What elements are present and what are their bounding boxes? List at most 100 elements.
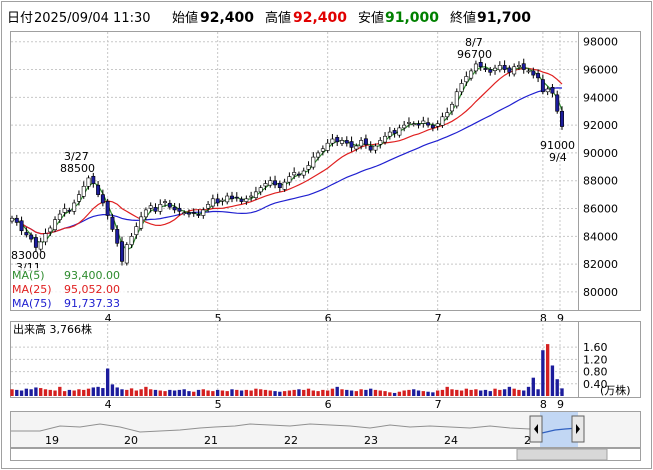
volume-bar — [383, 391, 387, 396]
candle-body — [555, 94, 560, 112]
volume-date-tick-label: 9 — [557, 398, 564, 411]
navigator-year-label: 24 — [444, 434, 458, 447]
volume-bar — [369, 388, 373, 396]
high-value: 92,400 — [293, 10, 347, 26]
volume-bar — [282, 391, 287, 396]
navigator-right-handle[interactable] — [571, 415, 585, 443]
volume-bar — [431, 392, 435, 396]
candle-body — [57, 213, 62, 220]
volume-bar — [48, 389, 52, 396]
price-tick-label: 80000 — [583, 286, 618, 299]
date-tick-label: 6 — [325, 312, 332, 325]
volume-bar — [455, 389, 459, 396]
volume-unit: (万株) — [600, 383, 631, 397]
ma-legend-bg — [11, 268, 125, 310]
candle-body — [373, 145, 378, 151]
candle-body — [440, 116, 445, 126]
volume-bar — [201, 389, 205, 396]
candle-body — [81, 185, 86, 197]
volume-axis-ticks: 1.601.200.800.40 — [583, 341, 608, 391]
range-navigator[interactable]: 19 20 21 22 23 24 2 — [10, 411, 641, 448]
candle-body — [124, 244, 129, 264]
candle-body — [354, 145, 359, 150]
navigator-year-label: 20 — [124, 434, 138, 447]
volume-bar — [125, 389, 129, 396]
candle-body — [335, 137, 340, 143]
candle-body — [277, 182, 282, 188]
volume-bar — [302, 389, 306, 396]
volume-bar — [273, 391, 277, 396]
candle-body — [67, 209, 72, 212]
navigator-left-handle[interactable] — [529, 415, 543, 443]
candle-body — [239, 198, 244, 202]
volume-bar — [316, 391, 320, 396]
candle-body — [344, 140, 349, 144]
close-value: 91,700 — [477, 10, 531, 26]
candle-body — [186, 212, 191, 215]
candle-body — [311, 156, 316, 168]
candle-body — [378, 140, 383, 145]
navigator-year-label: 21 — [204, 434, 218, 447]
price-tick-label: 94000 — [583, 91, 618, 104]
scrollbar-thumb[interactable] — [516, 448, 608, 461]
candle-body — [526, 70, 531, 73]
volume-bar — [526, 386, 531, 396]
volume-bar — [82, 389, 86, 396]
candle-body — [406, 122, 411, 124]
price-panel: 98000 96000 94000 92000 90000 88000 86000 84000… — [10, 31, 641, 325]
volume-bar — [120, 389, 124, 396]
volume-bar — [149, 389, 153, 396]
horizontal-scrollbar[interactable] — [10, 448, 641, 461]
volume-bar — [115, 387, 119, 396]
candle-body — [72, 202, 77, 212]
volume-bar — [555, 379, 559, 396]
price-panel-border — [10, 31, 641, 311]
candle-body — [531, 70, 536, 76]
candle-body — [493, 67, 498, 71]
navigator-year-label: 2 — [524, 434, 531, 447]
last-annot-date: 9/4 — [549, 151, 567, 164]
date-tick-label: 9 — [557, 312, 564, 325]
candle-body — [464, 76, 469, 83]
volume-bar — [378, 390, 382, 396]
candle-body — [249, 195, 254, 198]
candle-body — [306, 165, 311, 170]
volume-bar — [435, 390, 440, 396]
candle-body — [38, 241, 43, 250]
date-tick-label: 4 — [105, 312, 112, 325]
candle-body — [349, 141, 354, 148]
volume-label: 出来高 3,766株 — [13, 322, 92, 336]
right-arrow-icon — [576, 424, 580, 434]
candle-body — [521, 63, 526, 70]
volume-bar — [335, 386, 339, 396]
candle-body — [292, 172, 297, 176]
volume-bar — [517, 389, 521, 396]
candle-body — [536, 73, 541, 79]
candle-body — [62, 208, 67, 213]
candle-body — [397, 127, 402, 136]
volume-bar — [182, 389, 186, 396]
candle-body — [383, 135, 388, 143]
volume-bar — [34, 387, 38, 396]
navigator-year-label: 19 — [45, 434, 59, 447]
candle-body — [225, 195, 230, 203]
volume-bar — [292, 389, 296, 396]
volume-tick-label: 1.20 — [583, 353, 608, 366]
candle-body — [459, 83, 464, 93]
volume-bar — [306, 388, 311, 396]
volume-bar — [72, 390, 76, 396]
volume-bar — [450, 389, 454, 396]
candle-body — [191, 212, 196, 214]
candle-body — [497, 65, 502, 71]
volume-bar — [43, 389, 48, 396]
volume-bar — [220, 390, 225, 396]
candle-body — [392, 130, 397, 134]
mid-annot-value: 88500 — [60, 162, 95, 175]
candle-body — [421, 120, 426, 124]
volume-bar — [86, 388, 91, 396]
volume-bar — [10, 389, 14, 396]
candle-body — [435, 123, 440, 127]
volume-bar — [244, 389, 249, 396]
candle-body — [234, 196, 239, 199]
